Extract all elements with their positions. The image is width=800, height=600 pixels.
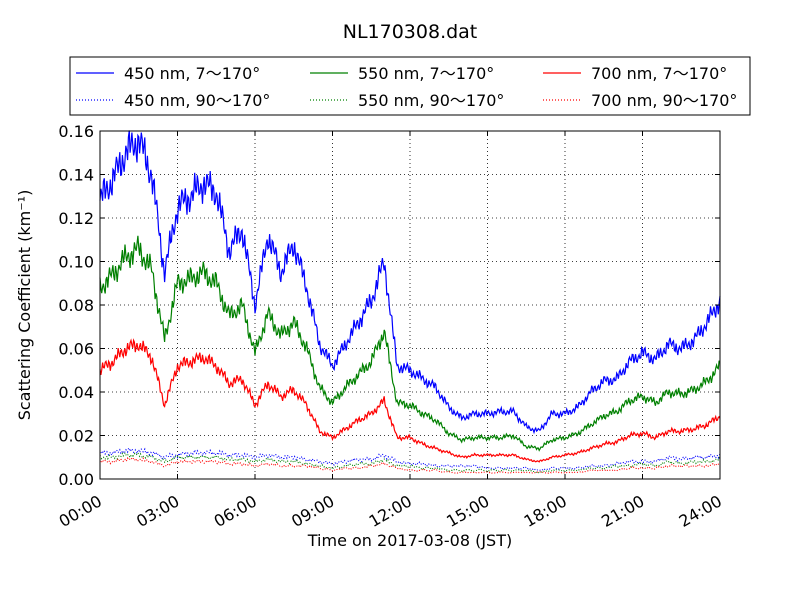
x-tick-label: 15:00 bbox=[443, 491, 492, 531]
x-tick-label: 24:00 bbox=[676, 491, 725, 531]
series-lines bbox=[99, 130, 721, 474]
plot-area: 0.00 0.02 0.04 0.06 0.08 0.10 0.12 0.14 0.16 00:… bbox=[56, 122, 725, 531]
x-tick-label: 21:00 bbox=[598, 491, 647, 531]
y-axis-label: Scattering Coefficient (km⁻¹) bbox=[15, 190, 34, 421]
legend-frame bbox=[69, 56, 751, 116]
legend-label: 450 nm, 7～170° bbox=[124, 64, 260, 83]
legend: 450 nm, 7～170° 550 nm, 7～170° 700 nm, 7～17… bbox=[69, 56, 751, 116]
x-axis: 00:00 03:00 06:00 09:00 12:00 15:00 18:00 21:00… bbox=[56, 131, 725, 531]
x-tick-label: 12:00 bbox=[366, 491, 415, 531]
y-tick-label: 0.04 bbox=[58, 383, 94, 402]
chart-title: NL170308.dat bbox=[343, 21, 478, 43]
legend-label: 450 nm, 90～170° bbox=[124, 91, 270, 110]
y-tick-label: 0.02 bbox=[58, 427, 94, 446]
series-line bbox=[99, 446, 721, 472]
legend-label: 550 nm, 90～170° bbox=[358, 91, 504, 110]
x-axis-label: Time on 2017-03-08 (JST) bbox=[307, 531, 512, 550]
x-tick-label: 18:00 bbox=[521, 491, 570, 531]
y-tick-label: 0.14 bbox=[58, 166, 94, 185]
x-tick-label: 03:00 bbox=[133, 491, 182, 531]
grid bbox=[100, 131, 720, 479]
x-tick-label: 00:00 bbox=[56, 491, 105, 531]
y-tick-label: 0.10 bbox=[58, 253, 94, 272]
y-axis: 0.00 0.02 0.04 0.06 0.08 0.10 0.12 0.14 0.16 bbox=[58, 122, 720, 489]
legend-label: 550 nm, 7～170° bbox=[358, 64, 494, 83]
legend-label: 700 nm, 90～170° bbox=[591, 91, 737, 110]
y-tick-label: 0.00 bbox=[58, 470, 94, 489]
y-tick-label: 0.12 bbox=[58, 209, 94, 228]
x-tick-label: 06:00 bbox=[211, 491, 260, 531]
y-tick-label: 0.16 bbox=[58, 122, 94, 141]
series-line bbox=[99, 235, 721, 452]
y-tick-label: 0.06 bbox=[58, 340, 94, 359]
series-line bbox=[99, 338, 721, 463]
series-line bbox=[99, 130, 721, 435]
x-tick-label: 09:00 bbox=[288, 491, 337, 531]
y-tick-label: 0.08 bbox=[58, 296, 94, 315]
legend-label: 700 nm, 7～170° bbox=[591, 64, 727, 83]
